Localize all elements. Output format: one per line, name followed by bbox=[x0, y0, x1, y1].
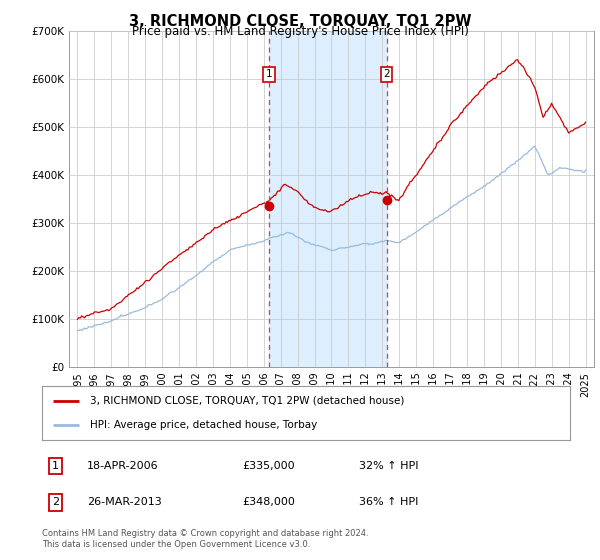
Text: £348,000: £348,000 bbox=[242, 497, 296, 507]
Bar bbox=[269, 31, 386, 367]
Text: £335,000: £335,000 bbox=[242, 461, 295, 472]
Text: Price paid vs. HM Land Registry's House Price Index (HPI): Price paid vs. HM Land Registry's House … bbox=[131, 25, 469, 38]
Text: 1: 1 bbox=[52, 461, 59, 472]
Text: HPI: Average price, detached house, Torbay: HPI: Average price, detached house, Torb… bbox=[89, 420, 317, 430]
Text: Contains HM Land Registry data © Crown copyright and database right 2024.
This d: Contains HM Land Registry data © Crown c… bbox=[42, 529, 368, 549]
Text: 2: 2 bbox=[383, 69, 390, 80]
Text: 36% ↑ HPI: 36% ↑ HPI bbox=[359, 497, 418, 507]
Text: 3, RICHMOND CLOSE, TORQUAY, TQ1 2PW (detached house): 3, RICHMOND CLOSE, TORQUAY, TQ1 2PW (det… bbox=[89, 396, 404, 406]
Text: 18-APR-2006: 18-APR-2006 bbox=[87, 461, 158, 472]
Text: 1: 1 bbox=[266, 69, 272, 80]
Text: 2: 2 bbox=[52, 497, 59, 507]
Text: 3, RICHMOND CLOSE, TORQUAY, TQ1 2PW: 3, RICHMOND CLOSE, TORQUAY, TQ1 2PW bbox=[129, 14, 471, 29]
Text: 26-MAR-2013: 26-MAR-2013 bbox=[87, 497, 161, 507]
Text: 32% ↑ HPI: 32% ↑ HPI bbox=[359, 461, 418, 472]
